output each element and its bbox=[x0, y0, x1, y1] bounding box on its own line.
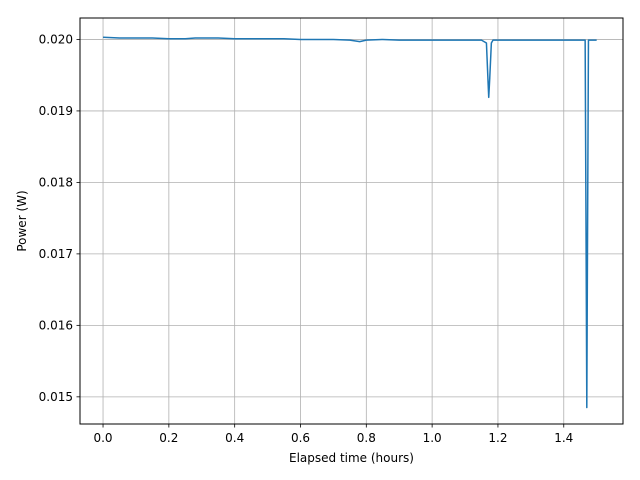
plot-frame bbox=[79, 17, 624, 425]
y-tick-label: 0.015 bbox=[39, 390, 73, 404]
x-tick-label: 0.2 bbox=[159, 431, 178, 445]
x-tick-label: 0.8 bbox=[357, 431, 376, 445]
x-tick-label: 1.0 bbox=[423, 431, 442, 445]
ticks: 0.0 0.2 0.4 0.6 0.8 1.0 1.2 1.4 0.015 0.016 0.017 0… bbox=[39, 32, 574, 445]
x-tick-label: 1.4 bbox=[554, 431, 573, 445]
x-tick-label: 1.2 bbox=[488, 431, 507, 445]
x-tick-label: 0.6 bbox=[291, 431, 310, 445]
y-tick-label: 0.017 bbox=[39, 247, 73, 261]
y-tick-label: 0.016 bbox=[39, 318, 73, 332]
y-tick-label: 0.018 bbox=[39, 175, 73, 189]
y-tick-label: 0.020 bbox=[39, 32, 73, 46]
x-tick-label: 0.4 bbox=[225, 431, 244, 445]
y-axis-label: Power (W) bbox=[15, 190, 29, 251]
x-tick-label: 0.0 bbox=[93, 431, 112, 445]
series-group bbox=[103, 36, 597, 409]
x-axis-label: Elapsed time (hours) bbox=[289, 451, 414, 465]
series-line bbox=[103, 36, 597, 409]
y-tick-label: 0.019 bbox=[39, 104, 73, 118]
